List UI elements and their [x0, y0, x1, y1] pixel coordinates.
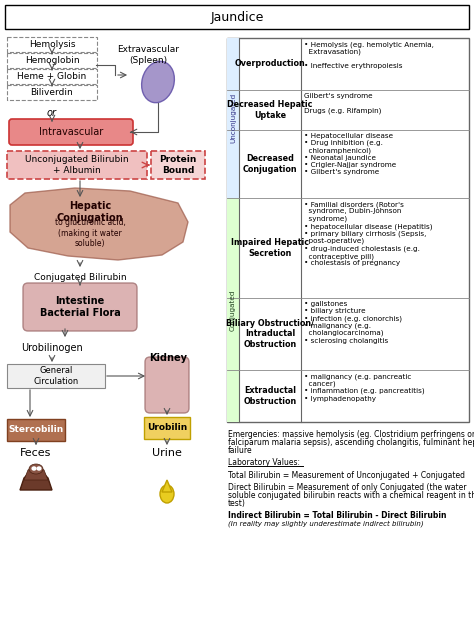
FancyBboxPatch shape	[145, 357, 189, 413]
FancyBboxPatch shape	[7, 419, 65, 441]
FancyBboxPatch shape	[7, 364, 105, 388]
Text: Direct Bilirubin = Measurement of only Conjugated (the water: Direct Bilirubin = Measurement of only C…	[228, 483, 466, 492]
FancyBboxPatch shape	[151, 151, 205, 179]
FancyBboxPatch shape	[7, 69, 97, 84]
Text: Jaundice: Jaundice	[210, 11, 264, 23]
Text: soluble conjugated bilirubin reacts with a chemical reagent in this: soluble conjugated bilirubin reacts with…	[228, 491, 474, 500]
Text: Emergencies: massive hemolysis (eg. Clostridium perfringens or: Emergencies: massive hemolysis (eg. Clos…	[228, 430, 474, 439]
Text: Urine: Urine	[152, 448, 182, 458]
Text: Heme + Globin: Heme + Globin	[18, 72, 87, 81]
Text: Hepatic
Conjugation: Hepatic Conjugation	[57, 201, 123, 223]
FancyBboxPatch shape	[227, 38, 239, 198]
Text: Urobilinogen: Urobilinogen	[21, 343, 83, 353]
Polygon shape	[162, 480, 172, 492]
Text: • gallstones
• biliary stricture
• infection (e.g. clonorchis)
• malignancy (e.g: • gallstones • biliary stricture • infec…	[304, 301, 402, 343]
Text: falciparum malaria sepsis), ascending cholangitis, fulminant hepatic: falciparum malaria sepsis), ascending ch…	[228, 438, 474, 447]
FancyBboxPatch shape	[23, 283, 137, 331]
Text: Biliary Obstruction/
Intraductal
Obstruction: Biliary Obstruction/ Intraductal Obstruc…	[226, 319, 314, 349]
Text: Stercobilin: Stercobilin	[9, 425, 64, 435]
Text: Intravascular: Intravascular	[39, 127, 103, 137]
Text: or: or	[47, 108, 57, 118]
Ellipse shape	[142, 61, 174, 103]
Text: to glucuronic acid,
(making it water
soluble): to glucuronic acid, (making it water sol…	[55, 218, 126, 248]
Text: Decreased
Conjugation: Decreased Conjugation	[243, 155, 297, 174]
Text: Biliverdin: Biliverdin	[31, 88, 73, 97]
Ellipse shape	[29, 464, 43, 474]
Text: Feces: Feces	[20, 448, 52, 458]
Text: Protein
Bound: Protein Bound	[159, 155, 197, 175]
FancyBboxPatch shape	[144, 417, 190, 439]
Polygon shape	[20, 470, 52, 490]
FancyBboxPatch shape	[227, 38, 469, 422]
Text: General
Circulation: General Circulation	[33, 367, 79, 386]
Ellipse shape	[160, 485, 174, 503]
Text: Decreased Hepatic
Uptake: Decreased Hepatic Uptake	[228, 100, 313, 120]
Text: • Hemolysis (eg. hemolytic Anemia,
  Extravasation)

• Ineffective erythropoiesi: • Hemolysis (eg. hemolytic Anemia, Extra…	[304, 41, 434, 69]
FancyBboxPatch shape	[7, 85, 97, 100]
Text: Total Bilirubin = Measurement of Unconjugated + Conjugated: Total Bilirubin = Measurement of Unconju…	[228, 471, 465, 480]
FancyBboxPatch shape	[227, 198, 239, 422]
Text: Gilbert's syndrome

Drugs (e.g. Rifampin): Gilbert's syndrome Drugs (e.g. Rifampin)	[304, 93, 382, 114]
Text: Hemoglobin: Hemoglobin	[25, 56, 79, 65]
FancyBboxPatch shape	[9, 119, 133, 145]
FancyBboxPatch shape	[7, 151, 147, 179]
Text: Unconjugated Bilirubin
+ Albumin: Unconjugated Bilirubin + Albumin	[25, 155, 129, 175]
Text: Extravascular
(Spleen): Extravascular (Spleen)	[117, 45, 179, 65]
Polygon shape	[10, 188, 188, 260]
Text: Overproduction: Overproduction	[235, 59, 305, 69]
Text: • Familial disorders (Rotor's
  syndrome, Dubin-Johnson
  syndrome)
• hepatocell: • Familial disorders (Rotor's syndrome, …	[304, 201, 432, 266]
Text: Impaired Hepatic
Secretion: Impaired Hepatic Secretion	[231, 239, 309, 257]
Text: • Hepatocellular disease
• Drug inhibition (e.g.
  chloramphenicol)
• Neonatal j: • Hepatocellular disease • Drug inhibiti…	[304, 133, 396, 175]
Text: (In reality may slightly underestimate indirect bilirubin): (In reality may slightly underestimate i…	[228, 520, 424, 527]
Text: failure: failure	[228, 446, 253, 455]
Text: Urobilin: Urobilin	[147, 423, 187, 432]
Text: Indirect Bilirubin = Total Bilirubin - Direct Bilirubin: Indirect Bilirubin = Total Bilirubin - D…	[228, 511, 447, 520]
Text: Kidney: Kidney	[149, 353, 187, 363]
Text: Hemolysis: Hemolysis	[29, 40, 75, 49]
Text: test): test)	[228, 499, 246, 508]
Text: Unconjugated: Unconjugated	[230, 93, 236, 143]
Text: Conjugated Bilirubin: Conjugated Bilirubin	[34, 273, 126, 281]
Text: Conjugated: Conjugated	[230, 289, 236, 331]
Text: Laboratory Values:: Laboratory Values:	[228, 458, 300, 467]
Text: Extraductal
Obstruction: Extraductal Obstruction	[243, 386, 297, 406]
FancyBboxPatch shape	[7, 37, 97, 52]
FancyBboxPatch shape	[5, 5, 469, 29]
Text: Intestine
Bacterial Flora: Intestine Bacterial Flora	[40, 296, 120, 318]
Text: • malignancy (e.g. pancreatic
  cancer)
• inflammation (e.g. pancreatitis)
• lym: • malignancy (e.g. pancreatic cancer) • …	[304, 373, 425, 401]
Polygon shape	[24, 465, 48, 480]
FancyBboxPatch shape	[7, 53, 97, 68]
